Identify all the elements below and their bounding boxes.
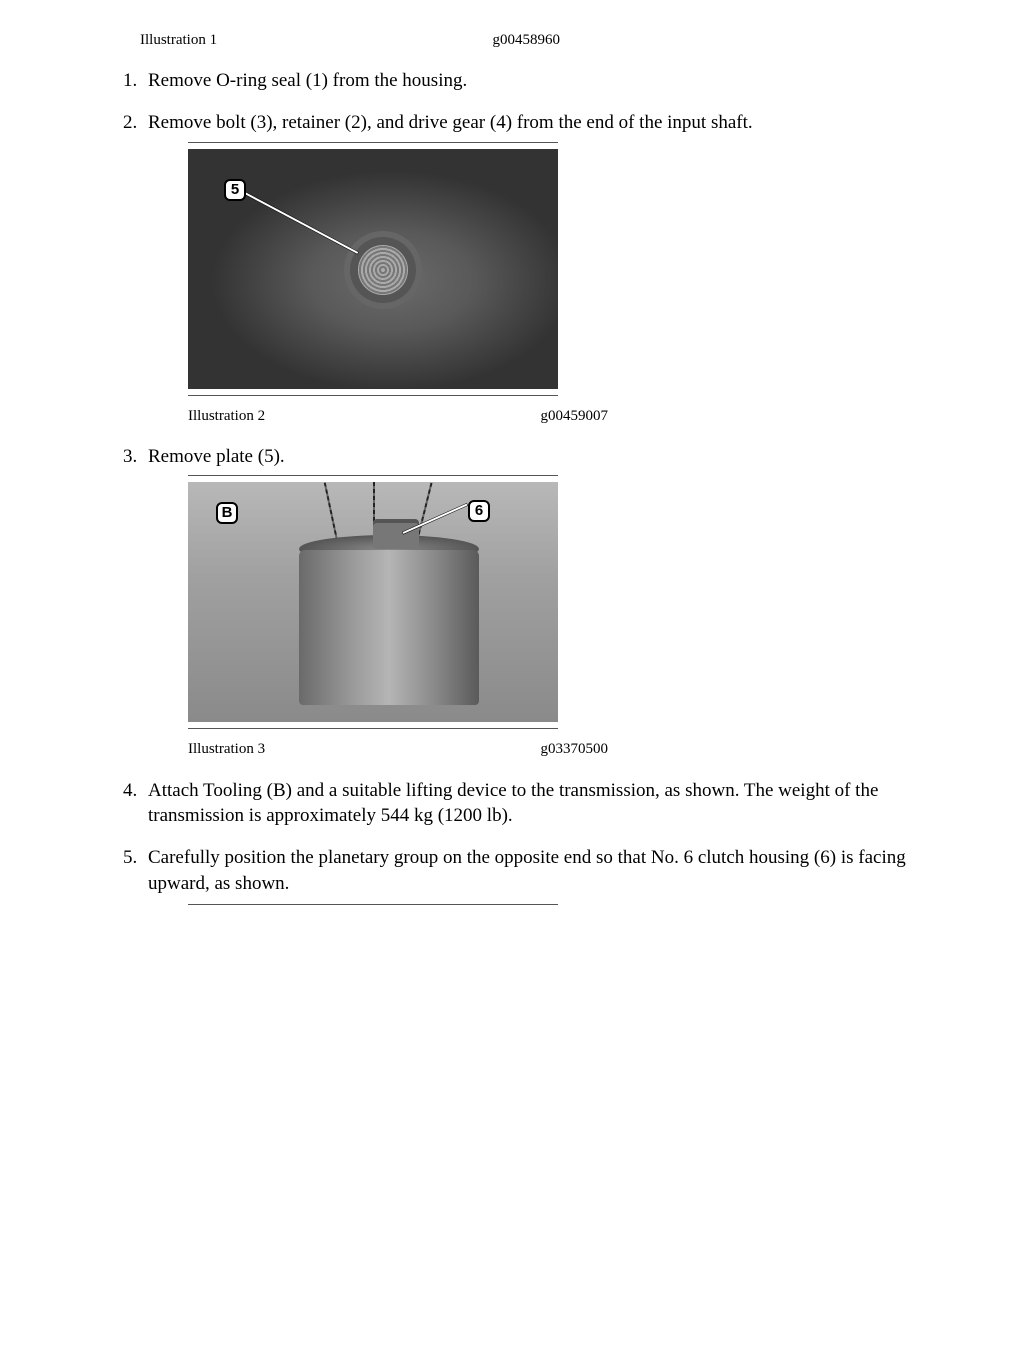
figure-3-block: B 6 xyxy=(188,475,924,729)
figure-2-frame: 5 xyxy=(188,142,558,396)
figure-2-image: 5 xyxy=(188,149,558,389)
step-5-text: Carefully position the planetary group o… xyxy=(148,847,906,894)
step-1-text: Remove O-ring seal (1) from the housing. xyxy=(148,70,467,91)
figure-2-block: 5 xyxy=(188,142,924,396)
illustration-1-caption: Illustration 1 g00458960 xyxy=(140,30,560,50)
illustration-3-code: g03370500 xyxy=(541,739,609,759)
illustration-2-code: g00459007 xyxy=(541,406,609,426)
figure-3-image: B 6 xyxy=(188,482,558,722)
figure-3-callout-6: 6 xyxy=(468,500,490,522)
step-5: Carefully position the planetary group o… xyxy=(142,845,924,905)
illustration-2-label: Illustration 2 xyxy=(188,406,541,426)
figure-3-frame: B 6 xyxy=(188,475,558,729)
illustration-3-caption: Illustration 3 g03370500 xyxy=(188,739,608,759)
step-2: Remove bolt (3), retainer (2), and drive… xyxy=(142,110,924,426)
figure-2-hub xyxy=(358,245,408,295)
step-3: Remove plate (5). B 6 Illustration 3 xyxy=(142,444,924,760)
illustration-2-caption: Illustration 2 g00459007 xyxy=(188,406,608,426)
step-4: Attach Tooling (B) and a suitable liftin… xyxy=(142,778,924,829)
figure-2-callout-5: 5 xyxy=(224,179,246,201)
step-4-text: Attach Tooling (B) and a suitable liftin… xyxy=(148,780,878,827)
step-list-2: Remove plate (5). B 6 Illustration 3 xyxy=(80,444,924,760)
illustration-1-code: g00458960 xyxy=(493,30,561,50)
step-list-3: Attach Tooling (B) and a suitable liftin… xyxy=(80,778,924,906)
illustration-3-label: Illustration 3 xyxy=(188,739,541,759)
step-1: Remove O-ring seal (1) from the housing. xyxy=(142,68,924,94)
step-list-1: Remove O-ring seal (1) from the housing.… xyxy=(80,68,924,426)
figure-3-callout-b: B xyxy=(216,502,238,524)
illustration-1-label: Illustration 1 xyxy=(140,30,493,50)
figure-4-top-rule xyxy=(188,904,558,905)
figure-3-cyl-body xyxy=(299,550,479,705)
step-2-text: Remove bolt (3), retainer (2), and drive… xyxy=(148,112,753,133)
step-3-text: Remove plate (5). xyxy=(148,446,285,467)
